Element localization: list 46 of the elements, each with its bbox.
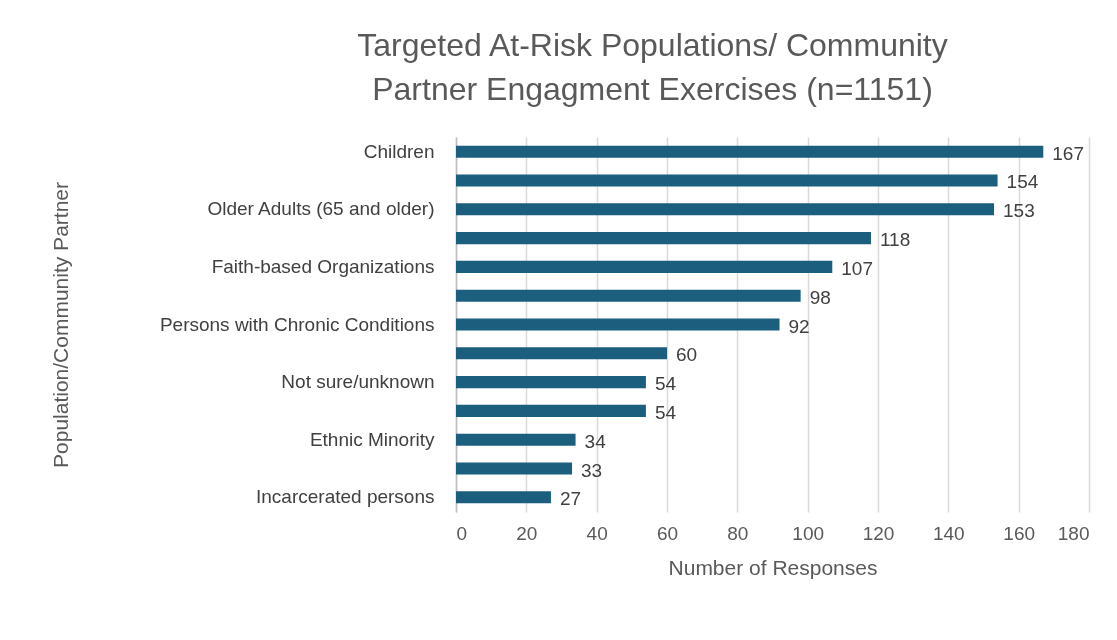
x-tick-label: 160 <box>1003 522 1036 544</box>
data-label: 54 <box>654 373 677 395</box>
bar <box>456 260 833 273</box>
data-label: 54 <box>654 401 677 423</box>
x-tick-label: 80 <box>727 522 749 544</box>
bar <box>456 347 667 360</box>
y-tick-label: Not sure/unknown <box>281 371 435 393</box>
data-label: 154 <box>1006 171 1039 193</box>
bar <box>456 491 551 504</box>
x-tick-label: 40 <box>586 522 608 544</box>
y-tick-label: Persons with Chronic Conditions <box>159 313 435 335</box>
data-label: 60 <box>676 344 698 366</box>
data-label: 107 <box>841 257 873 279</box>
x-tick-label: 60 <box>656 522 679 544</box>
bar <box>456 289 801 302</box>
data-label: 92 <box>788 315 810 337</box>
y-tick-label: Ethnic Minority <box>309 428 435 450</box>
bar <box>456 462 573 475</box>
chart-title: Targeted At-Risk Populations/ Community Partner Engagment Exercises (n=1151) <box>357 27 948 107</box>
x-tick-label: 20 <box>516 522 538 544</box>
y-tick-label: Children <box>363 140 435 162</box>
x-tick-label: 100 <box>792 522 825 544</box>
bar <box>456 376 646 389</box>
data-label: 167 <box>1052 142 1084 164</box>
x-tick-label: 120 <box>862 522 895 544</box>
y-axis-title: Population/Community Partner <box>48 182 72 468</box>
data-label: 34 <box>584 430 607 452</box>
bar <box>456 203 995 216</box>
bar <box>456 174 998 187</box>
bar <box>456 145 1044 158</box>
data-label: 27 <box>559 488 582 510</box>
x-tick-label: 140 <box>932 522 965 544</box>
y-tick-label: Older Adults (65 and older) <box>207 198 435 220</box>
data-label: 98 <box>809 286 831 308</box>
data-label: 153 <box>1003 200 1035 222</box>
y-tick-label: Faith-based Organizations <box>211 255 435 277</box>
data-label: 33 <box>581 459 603 481</box>
x-tick-label: 0 <box>456 522 468 544</box>
data-label: 118 <box>879 229 911 251</box>
x-tick-label: 180 <box>1057 522 1090 544</box>
x-axis-title: Number of Responses <box>668 555 878 579</box>
bar <box>456 433 576 446</box>
bar <box>456 318 780 331</box>
bar <box>456 404 646 417</box>
y-tick-label: Incarcerated persons <box>256 486 435 508</box>
bar <box>456 232 871 245</box>
